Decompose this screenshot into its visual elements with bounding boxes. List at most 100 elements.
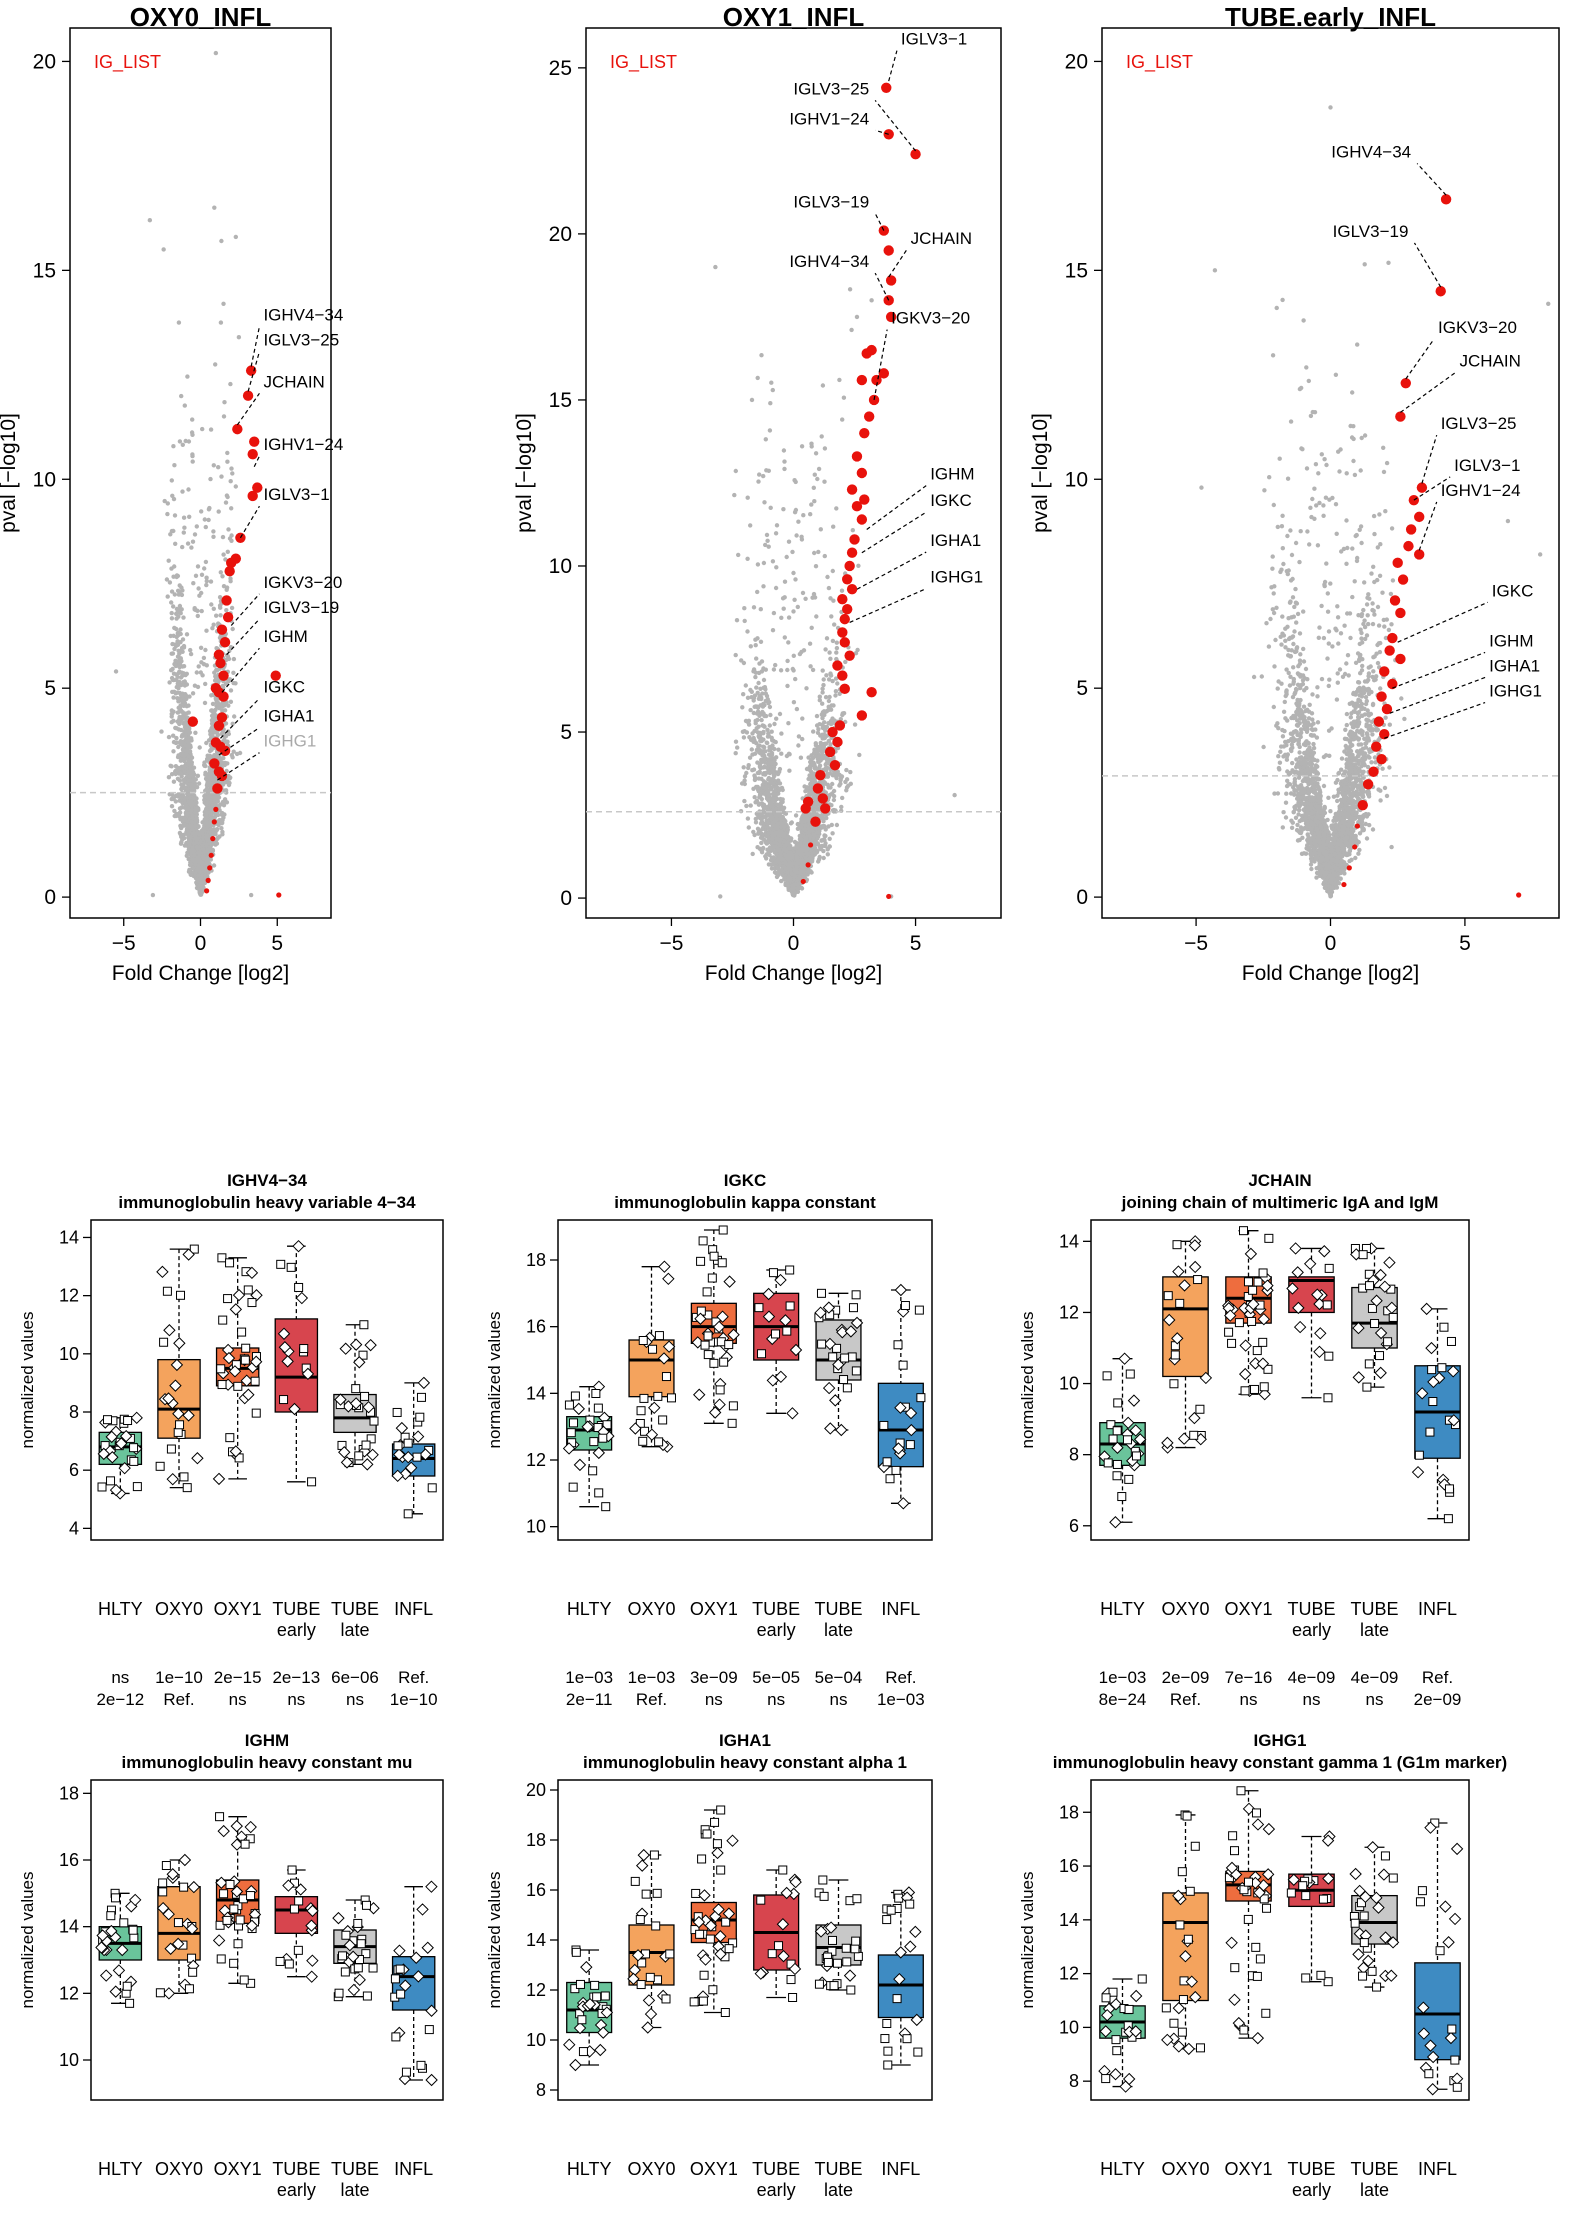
gene-point [201, 868, 206, 873]
gene-point [174, 672, 179, 677]
gene-point-outlier [233, 234, 239, 240]
gene-point [181, 645, 187, 650]
gene-point [200, 673, 205, 678]
gene-point [736, 552, 741, 558]
gene-point [193, 730, 198, 735]
gene-point [220, 832, 225, 837]
gene-point [777, 766, 783, 772]
gene-point [211, 709, 216, 715]
gene-point [768, 505, 773, 510]
gene-point [758, 607, 763, 612]
gene-point [750, 851, 755, 857]
gene-point [822, 479, 827, 484]
gene-point [206, 507, 212, 512]
ig-points-group [187, 365, 282, 898]
gene-point [819, 434, 824, 439]
gene-point [746, 825, 751, 830]
gene-point [159, 729, 164, 734]
gene-point [224, 653, 230, 658]
gene-point [753, 718, 758, 723]
gene-point [233, 681, 238, 686]
gene-point [190, 453, 195, 459]
gene-point [229, 533, 234, 538]
gene-point [843, 659, 848, 665]
gene-point [753, 670, 759, 675]
gene-point [206, 794, 211, 799]
gene-point [176, 320, 182, 325]
gene-point [188, 647, 193, 653]
gene-point [182, 764, 187, 769]
gene-point [203, 647, 208, 653]
gene-point [759, 659, 765, 664]
gene-point [799, 444, 805, 449]
gene-point [184, 805, 190, 810]
gene-point [188, 771, 193, 777]
gene-point [179, 757, 184, 762]
gene-point [212, 728, 217, 734]
gene-point [755, 375, 760, 381]
gene-point [793, 479, 798, 485]
gene-point [182, 836, 187, 841]
volcano-panel-volcano-oxy0: OXY0_INFLIGHV4−34IGLV3−25JCHAINIGHV1−24I… [0, 2, 343, 985]
gene-point [746, 722, 752, 727]
ig-gene-point [216, 624, 228, 635]
gene-point [178, 611, 183, 616]
gene-point [177, 439, 183, 444]
label-leader-line [217, 752, 260, 781]
gene-point [228, 579, 233, 584]
gene-point [792, 597, 797, 602]
gene-point [182, 679, 187, 684]
gene-point [830, 638, 836, 644]
gene-point [827, 836, 832, 841]
gene-point [172, 646, 177, 652]
gene-point [220, 708, 225, 713]
gene-point [754, 685, 759, 690]
gene-point [219, 826, 224, 831]
gene-point [817, 694, 822, 699]
gene-point [770, 559, 776, 564]
gene-point [795, 604, 800, 610]
gene-point [227, 780, 232, 786]
gene-point [796, 743, 801, 748]
gene-point [774, 716, 779, 721]
gene-point [183, 693, 189, 698]
gene-point [197, 850, 202, 856]
gene-point [218, 570, 223, 575]
gene-point [203, 772, 208, 777]
gene-point [183, 732, 188, 737]
gene-point [778, 668, 784, 673]
gene-point [771, 667, 777, 672]
gene-point [217, 595, 223, 600]
gene-point [212, 753, 217, 758]
gene-point [172, 463, 177, 468]
gene-point [211, 463, 216, 468]
gene-point [774, 874, 780, 880]
gene-point [760, 691, 765, 696]
gene-point [221, 414, 227, 419]
gene-point [190, 827, 195, 832]
gene-point [189, 545, 194, 550]
gene-point-outlier [147, 218, 153, 223]
gene-point [178, 810, 183, 815]
gene-point [777, 711, 783, 717]
gene-point [176, 727, 182, 732]
gene-point [204, 817, 209, 823]
gene-point [224, 493, 230, 498]
gene-point [200, 860, 205, 866]
gene-point [204, 801, 209, 807]
gene-point [211, 863, 217, 868]
gene-point [202, 763, 207, 768]
gene-point [827, 650, 832, 655]
gene-point [832, 622, 837, 627]
gene-point [219, 812, 224, 817]
y-tick-label: 5 [44, 677, 56, 700]
gene-point [174, 735, 179, 741]
gene-point [180, 793, 186, 798]
gene-point [223, 500, 229, 505]
gene-point [210, 626, 215, 631]
gene-point [168, 532, 173, 537]
gene-point [747, 755, 753, 760]
gene-point [223, 557, 228, 562]
gene-point [779, 615, 784, 620]
ig-gene-point [249, 436, 260, 447]
